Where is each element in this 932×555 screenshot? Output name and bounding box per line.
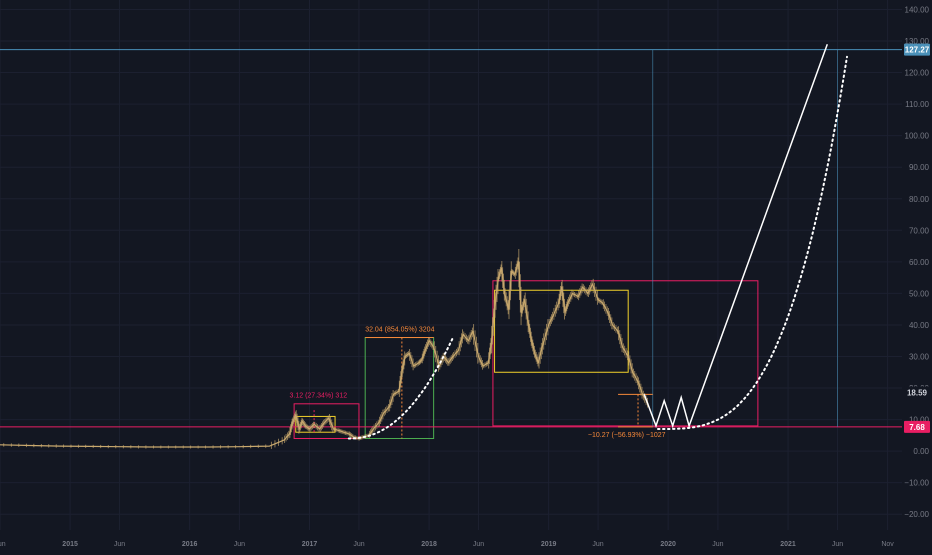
y-tick-label: 10.00 <box>909 416 930 425</box>
x-tick-label: Jun <box>353 541 364 548</box>
y-tick-label: −10.00 <box>904 479 929 488</box>
annotations: 3.12 (27.34%) 312 32.04 (854.05%) 3204 −10… <box>290 326 666 439</box>
drop-note: −10.27 (−56.93%) −1027 <box>588 432 666 439</box>
price-line <box>0 261 649 448</box>
x-tick-label: 2021 <box>780 541 796 548</box>
range-rectangle[interactable] <box>295 415 336 433</box>
x-tick-label: 2020 <box>660 541 676 548</box>
x-axis[interactable]: Jun 2015 Jun 2016 Jun 2017 Jun 2018 Jun 2019 Jun 20… <box>0 541 894 548</box>
y-tick-label: 120.00 <box>905 69 930 78</box>
price-badge[interactable] <box>904 386 930 399</box>
price-badge-label: 7.68 <box>909 423 925 432</box>
y-tick-label: 130.00 <box>905 37 930 46</box>
y-tick-label: 90.00 <box>909 163 930 172</box>
x-tick-label: Nov <box>881 541 894 548</box>
horizontal-lines[interactable] <box>0 49 902 439</box>
y-tick-label: 50.00 <box>909 289 930 298</box>
dotted-parabolic[interactable] <box>657 55 848 430</box>
x-tick-label: 2018 <box>421 541 437 548</box>
x-tick-label: 2019 <box>541 541 557 548</box>
x-tick-label: 2016 <box>182 541 198 548</box>
price-badge[interactable] <box>904 43 930 56</box>
y-tick-label: 40.00 <box>909 321 930 330</box>
price-badge[interactable] <box>904 420 930 433</box>
y-tick-label: 110.00 <box>905 100 929 109</box>
price-badge-label: 127.27 <box>905 46 930 55</box>
range-rectangle[interactable] <box>492 280 759 427</box>
y-tick-label: 100.00 <box>905 132 930 141</box>
x-tick-label: 2017 <box>302 541 318 548</box>
x-tick-label: Jun <box>712 541 723 548</box>
y-tick-label: 70.00 <box>909 226 930 235</box>
y-axis[interactable]: 140.00 130.00 120.00 110.00 100.00 90.00 80.00… <box>904 5 930 519</box>
price-series <box>0 248 649 449</box>
y-tick-label: 0.00 <box>913 447 929 456</box>
projection-lines[interactable] <box>347 43 848 440</box>
x-tick-label: 2015 <box>62 541 78 548</box>
y-tick-label: 30.00 <box>909 352 930 361</box>
x-tick-label: Jun <box>592 541 603 548</box>
drawdown-note: 3.12 (27.34%) 312 <box>290 393 348 400</box>
y-tick-label: 80.00 <box>909 195 930 204</box>
x-tick-label: Jun <box>234 541 245 548</box>
rally-note: 32.04 (854.05%) 3204 <box>365 326 434 333</box>
y-tick-label: 60.00 <box>909 258 930 267</box>
x-tick-label: Jun <box>0 541 6 548</box>
projection-path[interactable] <box>643 43 829 429</box>
y-tick-label: −20.00 <box>904 510 929 519</box>
range-rectangle[interactable] <box>293 403 360 440</box>
dotted-curve[interactable] <box>347 336 454 440</box>
x-tick-label: Jun <box>832 541 843 548</box>
x-tick-label: Jun <box>473 541 484 548</box>
price-badge-label: 18.59 <box>907 388 928 397</box>
y-tick-label: 140.00 <box>905 5 930 14</box>
grid <box>0 0 902 530</box>
x-tick-label: Jun <box>114 541 125 548</box>
